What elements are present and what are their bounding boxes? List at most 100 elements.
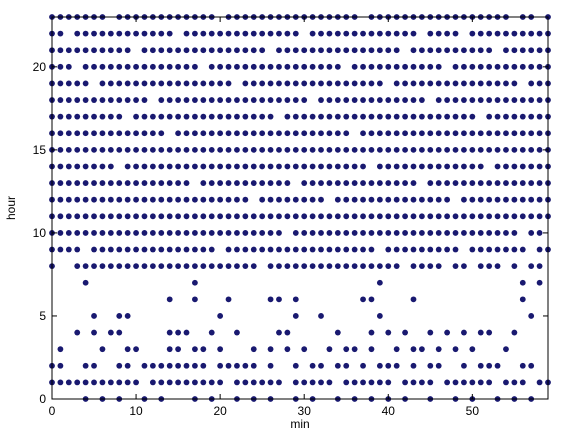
point xyxy=(318,263,324,270)
point xyxy=(158,97,165,103)
point xyxy=(175,263,182,270)
point xyxy=(410,130,417,137)
point xyxy=(503,379,509,386)
point xyxy=(259,63,266,70)
point xyxy=(124,30,131,37)
point xyxy=(124,263,131,270)
point xyxy=(250,97,257,103)
point xyxy=(192,246,198,253)
point xyxy=(334,163,341,170)
point xyxy=(158,30,165,37)
point xyxy=(385,30,392,37)
point xyxy=(368,146,375,153)
point xyxy=(208,180,215,186)
point xyxy=(133,379,139,386)
point xyxy=(267,63,274,70)
point xyxy=(452,213,459,220)
point xyxy=(326,263,333,270)
point xyxy=(99,213,106,220)
point xyxy=(536,196,543,203)
point xyxy=(301,113,308,120)
point xyxy=(334,246,341,253)
point xyxy=(149,80,156,87)
point xyxy=(250,230,257,236)
point xyxy=(82,379,89,386)
point xyxy=(259,130,266,137)
point xyxy=(284,63,291,70)
point xyxy=(82,163,89,170)
point xyxy=(393,80,400,87)
point xyxy=(486,196,493,203)
point xyxy=(393,213,400,220)
point xyxy=(393,163,400,170)
point xyxy=(57,163,64,170)
point xyxy=(393,146,400,153)
point xyxy=(461,47,467,54)
point xyxy=(368,63,375,70)
point xyxy=(343,213,350,220)
point xyxy=(217,63,224,70)
point xyxy=(494,63,501,70)
point xyxy=(368,346,375,353)
point xyxy=(435,97,442,103)
point xyxy=(536,163,543,170)
point xyxy=(368,246,375,253)
point xyxy=(351,246,358,253)
point xyxy=(284,130,291,137)
point xyxy=(536,47,543,54)
point xyxy=(503,246,509,253)
point xyxy=(469,230,476,236)
point xyxy=(57,63,64,70)
point xyxy=(418,230,425,236)
point xyxy=(536,230,543,236)
point xyxy=(242,263,249,270)
point xyxy=(116,80,123,87)
point xyxy=(208,80,215,87)
point xyxy=(267,263,274,270)
point xyxy=(91,113,97,120)
point xyxy=(519,97,526,103)
point xyxy=(217,346,224,353)
point xyxy=(267,213,274,220)
point xyxy=(141,263,148,270)
point xyxy=(435,246,442,253)
point xyxy=(65,213,72,220)
point xyxy=(486,180,493,186)
point xyxy=(116,329,123,336)
point xyxy=(360,63,366,70)
point xyxy=(183,113,190,120)
point xyxy=(192,80,198,87)
point xyxy=(217,113,224,120)
point xyxy=(276,230,282,236)
point xyxy=(57,97,64,103)
point xyxy=(116,263,123,270)
point xyxy=(91,63,97,70)
point xyxy=(452,47,459,54)
point xyxy=(217,313,224,319)
point xyxy=(519,47,526,54)
point xyxy=(326,379,333,386)
point xyxy=(141,97,148,103)
point xyxy=(57,230,64,236)
point xyxy=(276,296,282,303)
point xyxy=(376,313,383,319)
point xyxy=(301,97,308,103)
point xyxy=(410,362,417,369)
point xyxy=(107,30,114,37)
point xyxy=(133,63,139,70)
point xyxy=(410,263,417,270)
point xyxy=(376,279,383,286)
point xyxy=(318,113,324,120)
point xyxy=(410,346,417,353)
point xyxy=(82,213,89,220)
point xyxy=(309,163,316,170)
point xyxy=(107,113,114,120)
point xyxy=(452,80,459,87)
point xyxy=(208,213,215,220)
point xyxy=(234,196,240,203)
point xyxy=(360,163,366,170)
point xyxy=(427,329,434,336)
point xyxy=(99,246,106,253)
point xyxy=(175,146,182,153)
point xyxy=(393,263,400,270)
